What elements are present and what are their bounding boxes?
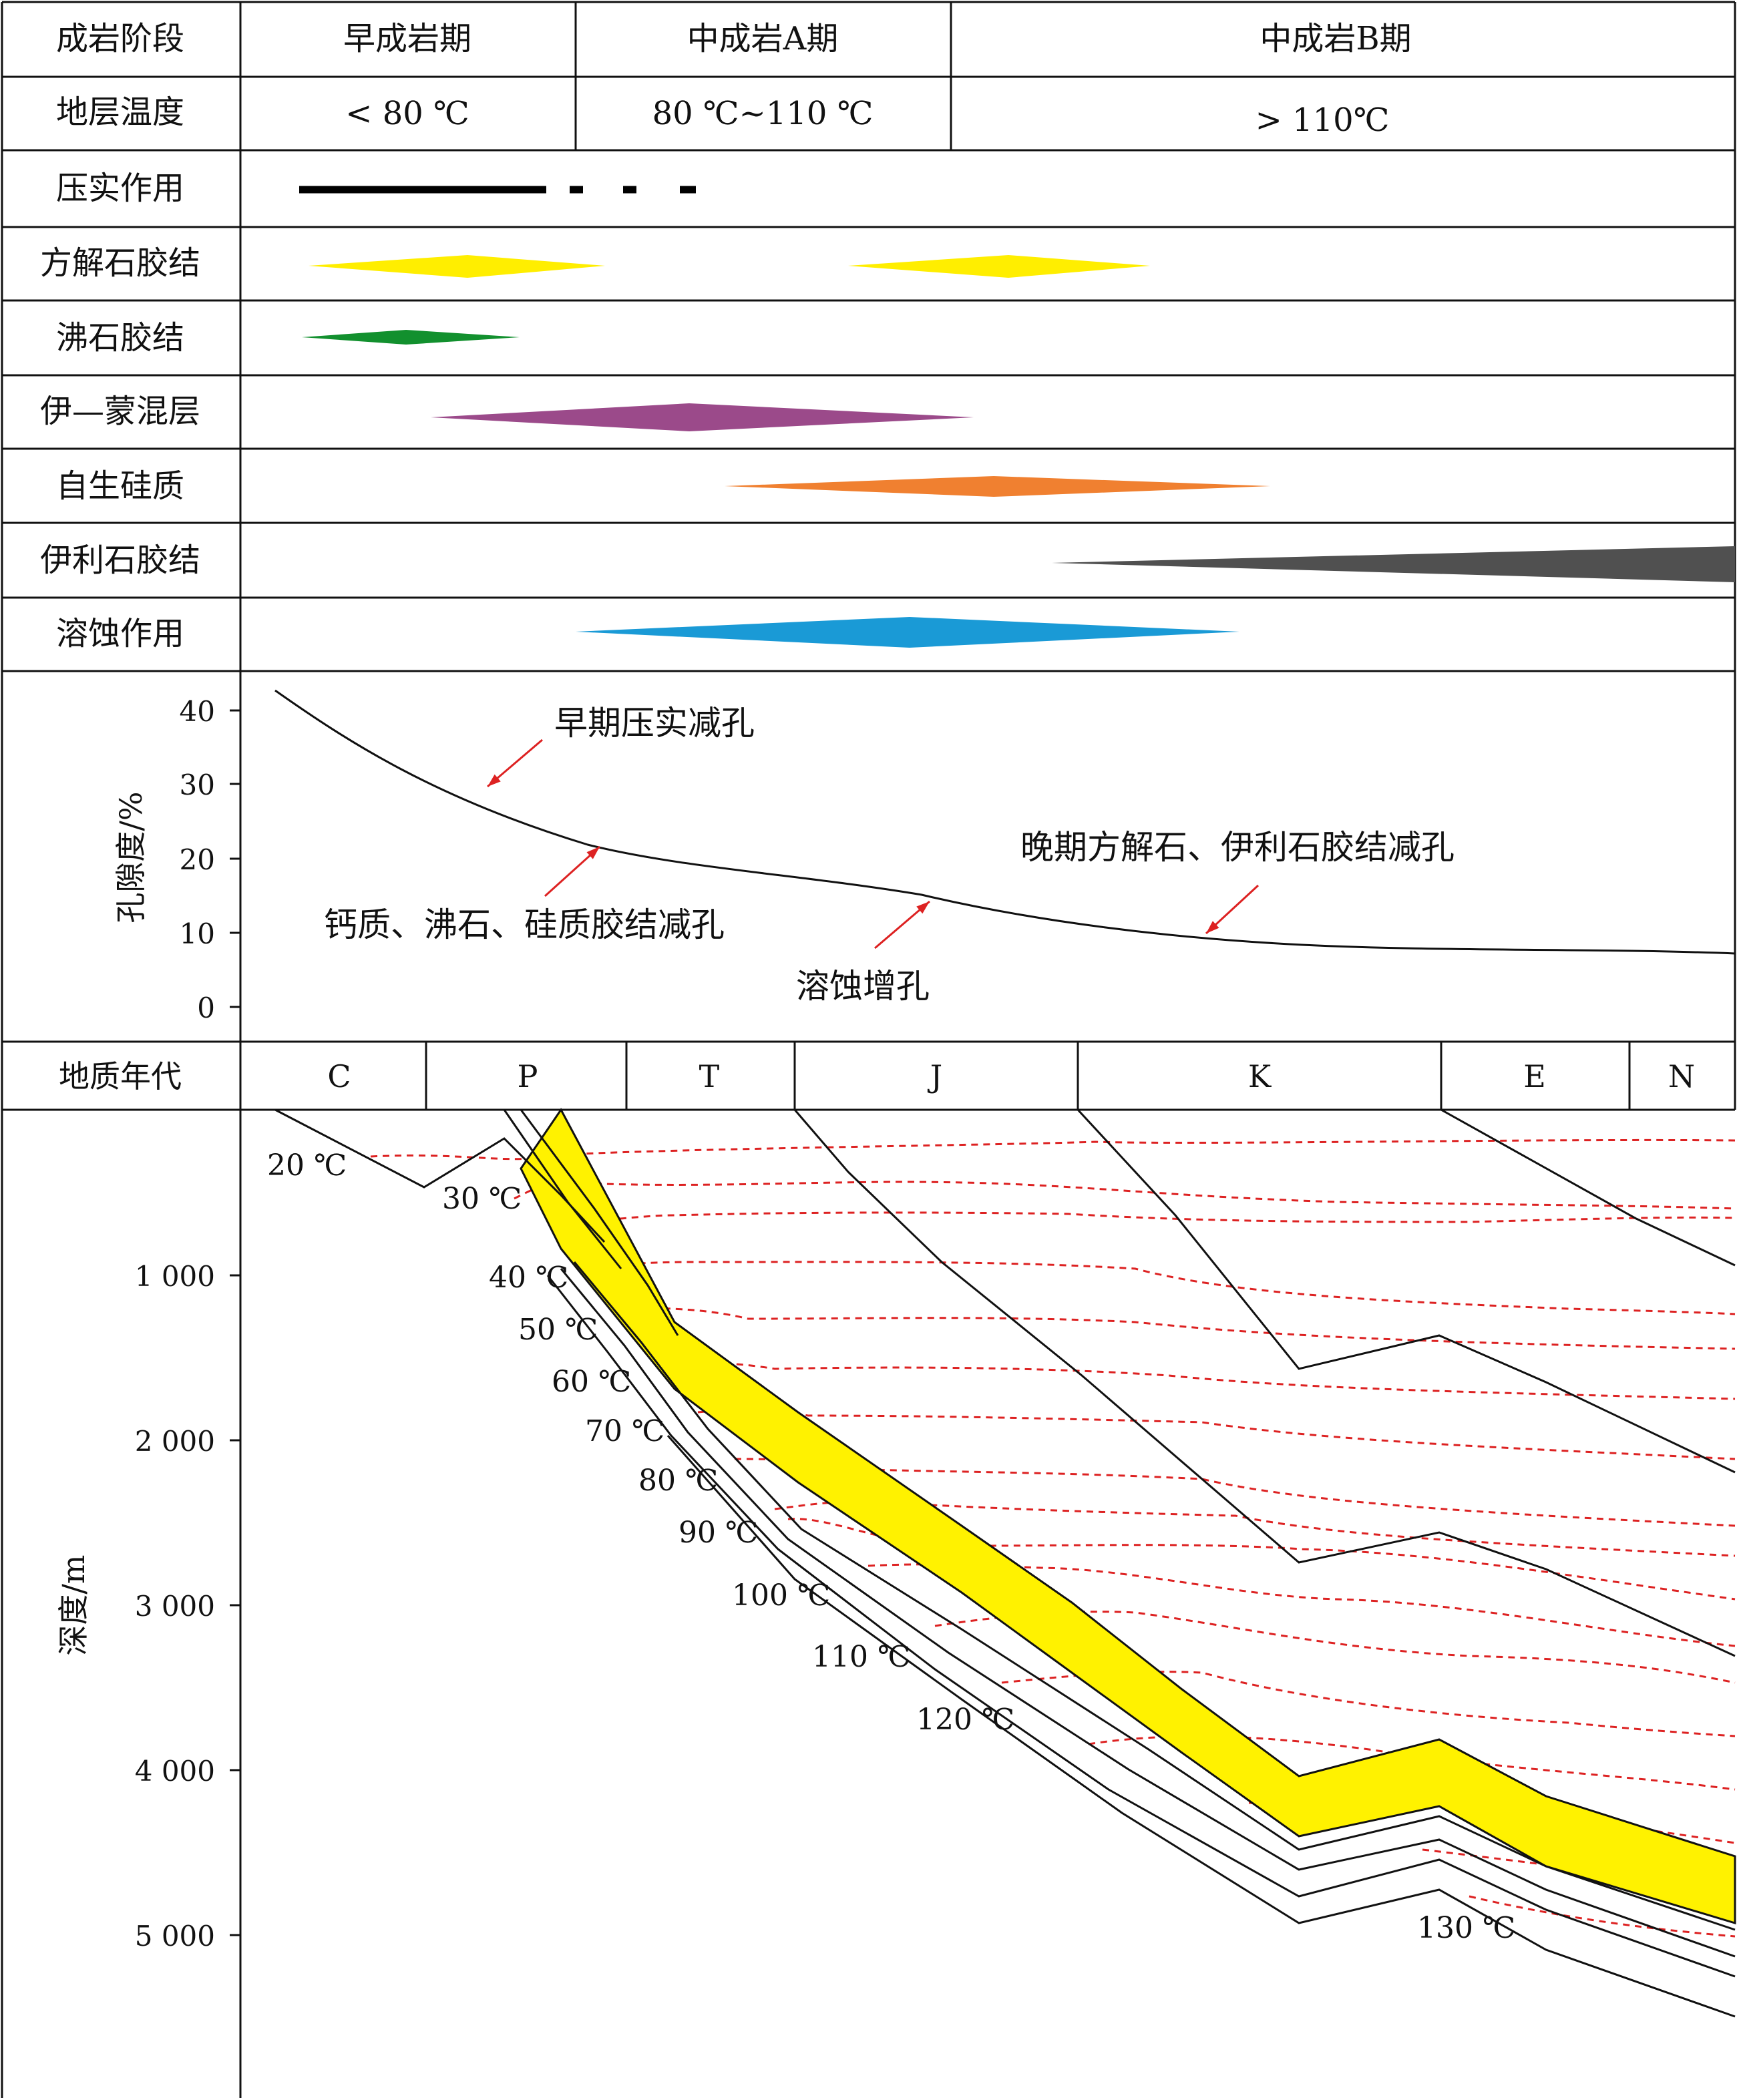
isotherm-line [934, 1611, 1736, 1684]
depth-tick-4000: 4 000 [135, 1755, 215, 1788]
isotherm-label-20: 20 ℃ [267, 1148, 347, 1183]
temp-middle-b: > 110℃ [1256, 101, 1390, 139]
isotherm-line [1088, 1735, 1736, 1791]
annotation-dissolution: 溶蚀增孔 [796, 967, 930, 1006]
isotherm-line [547, 1211, 1736, 1225]
porosity-tick-40: 40 [180, 695, 215, 728]
isotherm-label-40: 40 ℃ [489, 1261, 568, 1295]
period-T: T [699, 1058, 720, 1094]
process-label-illite-smectite: 伊—蒙混层 [40, 393, 200, 430]
burial-curve [520, 1109, 679, 1336]
burial-curve [503, 1109, 622, 1269]
annotation-cementation: 钙质、沸石、硅质胶结减孔 [324, 905, 725, 944]
burial-curve [573, 1261, 1736, 1931]
zeolite-diamond [302, 330, 520, 345]
isotherm-label-110: 110 ℃ [812, 1640, 910, 1674]
illite-wedge [1052, 546, 1735, 582]
annotation-late-cementation: 晚期方解石、伊利石胶结减孔 [1020, 828, 1455, 867]
process-label-illite: 伊利石胶结 [40, 542, 200, 579]
illite-smectite-diamond [431, 403, 974, 431]
temp-middle-a: 80 ℃~110 ℃ [652, 95, 874, 132]
isotherm-label-120: 120 ℃ [916, 1703, 1014, 1737]
annotation-arrowhead [488, 774, 501, 787]
stage-middle-b: 中成岩B期 [1260, 20, 1411, 57]
temp-early: < 80 ℃ [345, 95, 469, 132]
period-E: E [1523, 1058, 1546, 1094]
porosity-tick-0: 0 [197, 992, 215, 1024]
isotherm-line [1469, 1895, 1736, 1938]
depth-axis-label: 深度/m [55, 1554, 91, 1655]
period-J: J [928, 1058, 942, 1094]
annotation-early-compaction: 早期压实减孔 [554, 704, 755, 743]
process-label-authigenic-silica: 自生硅质 [56, 467, 184, 505]
dissolution-diamond [576, 617, 1239, 648]
porosity-axis-label: 孔隙度/% [113, 791, 149, 923]
depth-tick-5000: 5 000 [135, 1920, 215, 1952]
porosity-tick-20: 20 [180, 843, 215, 876]
isotherm-label-70: 70 ℃ [585, 1414, 664, 1448]
burial-curve [666, 1435, 1736, 2018]
authigenic-silica-diamond [725, 476, 1270, 497]
process-label-dissolution: 溶蚀作用 [56, 615, 184, 652]
process-label-calcite: 方解石胶结 [40, 244, 200, 282]
isotherm-line [627, 1306, 1736, 1350]
period-C: C [327, 1058, 351, 1094]
stage-middle-a: 中成岩A期 [687, 20, 839, 57]
isotherm-label-130: 130 ℃ [1417, 1911, 1515, 1945]
isotherm-label-60: 60 ℃ [552, 1365, 631, 1399]
stage-early: 早成岩期 [343, 20, 471, 57]
porosity-tick-10: 10 [180, 917, 215, 950]
isotherm-label-90: 90 ℃ [679, 1516, 758, 1550]
isotherm-line [514, 1181, 1736, 1210]
temp-label: 地层温度 [56, 93, 184, 131]
isotherm-line [590, 1261, 1736, 1315]
isotherm-line [664, 1361, 1736, 1400]
depth-y-axis: 1 000 2 000 3 000 4 000 5 000 [135, 1260, 240, 1952]
isotherm-label-100: 100 ℃ [732, 1579, 830, 1613]
isotherm-label-30: 30 ℃ [442, 1182, 522, 1216]
annotation-arrowhead [586, 847, 600, 859]
calcite-diamond-late [848, 255, 1150, 278]
burial-curve [560, 1268, 1736, 1958]
process-label-compaction: 压实作用 [56, 170, 184, 207]
period-N: N [1668, 1058, 1695, 1094]
burial-curves [274, 1108, 1736, 2018]
porosity-y-axis: 40 30 20 10 0 [180, 695, 240, 1024]
burial-curve [1077, 1108, 1736, 1474]
calcite-diamond-early [309, 255, 605, 278]
isotherm-label-50: 50 ℃ [518, 1313, 598, 1347]
burial-curve [793, 1109, 1736, 1657]
annotation-arrowhead [1206, 921, 1219, 933]
isotherm-label-80: 80 ℃ [638, 1464, 718, 1498]
period-P: P [518, 1058, 538, 1094]
burial-curve [1440, 1108, 1736, 1267]
process-label-zeolite: 沸石胶结 [56, 319, 184, 357]
depth-tick-2000: 2 000 [135, 1425, 215, 1458]
period-K: K [1248, 1058, 1272, 1094]
depth-tick-3000: 3 000 [135, 1590, 215, 1623]
annotation-arrows [487, 739, 1260, 950]
porosity-tick-30: 30 [180, 769, 215, 801]
porosity-curve [274, 689, 1736, 955]
reservoir-layer [520, 1108, 1736, 1925]
burial-curve [546, 1275, 1736, 1978]
annotation-arrowhead [916, 901, 930, 914]
isotherm-line [370, 1138, 1736, 1161]
geologic-age-label: 地质年代 [59, 1058, 182, 1094]
depth-tick-1000: 1 000 [135, 1260, 215, 1293]
stage-header-label: 成岩阶段 [56, 20, 184, 57]
